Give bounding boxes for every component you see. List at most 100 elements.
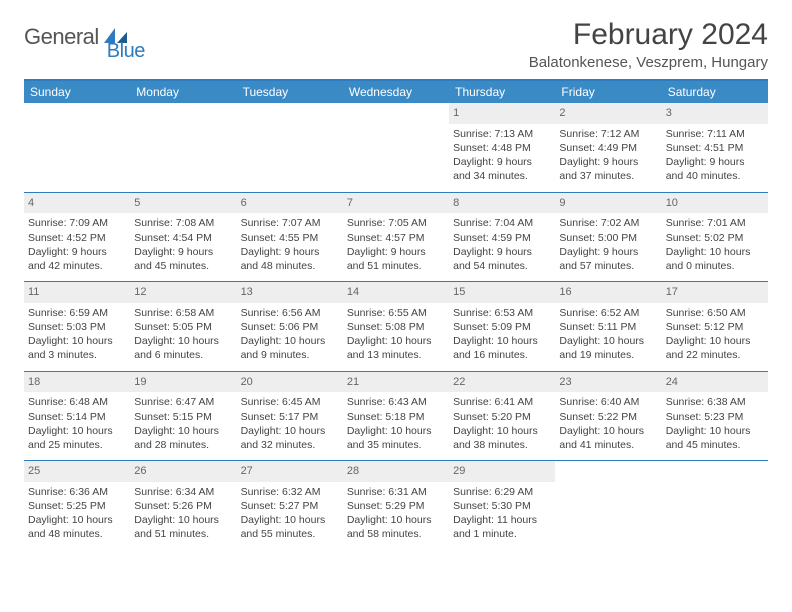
- daylight-line: Daylight: 10 hours: [453, 424, 551, 438]
- day-number: 19: [130, 372, 236, 393]
- calendar-day-cell: 9Sunrise: 7:02 AMSunset: 5:00 PMDaylight…: [555, 192, 661, 282]
- sunrise-line: Sunrise: 6:52 AM: [559, 306, 657, 320]
- day-number: 12: [130, 282, 236, 303]
- sunset-line: Sunset: 5:12 PM: [666, 320, 764, 334]
- day-number: 3: [662, 103, 768, 124]
- logo-word1: General: [24, 24, 99, 50]
- page-title: February 2024: [529, 18, 768, 52]
- sunrise-line: Sunrise: 6:45 AM: [241, 395, 339, 409]
- daylight-line: Daylight: 11 hours: [453, 513, 551, 527]
- daylight-line: Daylight: 10 hours: [241, 424, 339, 438]
- calendar-day-cell: 28Sunrise: 6:31 AMSunset: 5:29 PMDayligh…: [343, 461, 449, 550]
- sunset-line: Sunset: 5:22 PM: [559, 410, 657, 424]
- daylight-line: Daylight: 10 hours: [666, 424, 764, 438]
- calendar-day-cell: 7Sunrise: 7:05 AMSunset: 4:57 PMDaylight…: [343, 192, 449, 282]
- daylight-line: and 45 minutes.: [134, 259, 232, 273]
- day-details: Sunrise: 6:48 AMSunset: 5:14 PMDaylight:…: [28, 395, 126, 452]
- day-details: Sunrise: 6:56 AMSunset: 5:06 PMDaylight:…: [241, 306, 339, 363]
- daylight-line: and 22 minutes.: [666, 348, 764, 362]
- sunrise-line: Sunrise: 6:58 AM: [134, 306, 232, 320]
- day-details: Sunrise: 6:50 AMSunset: 5:12 PMDaylight:…: [666, 306, 764, 363]
- daylight-line: and 0 minutes.: [666, 259, 764, 273]
- sunrise-line: Sunrise: 6:34 AM: [134, 485, 232, 499]
- sunrise-line: Sunrise: 7:05 AM: [347, 216, 445, 230]
- weekday-header: Saturday: [662, 81, 768, 103]
- sunset-line: Sunset: 5:25 PM: [28, 499, 126, 513]
- day-details: Sunrise: 7:13 AMSunset: 4:48 PMDaylight:…: [453, 127, 551, 184]
- day-details: Sunrise: 7:05 AMSunset: 4:57 PMDaylight:…: [347, 216, 445, 273]
- day-details: Sunrise: 6:58 AMSunset: 5:05 PMDaylight:…: [134, 306, 232, 363]
- sunset-line: Sunset: 5:30 PM: [453, 499, 551, 513]
- daylight-line: Daylight: 10 hours: [134, 334, 232, 348]
- day-number: 23: [555, 372, 661, 393]
- calendar-day-cell: [130, 103, 236, 192]
- day-number: 28: [343, 461, 449, 482]
- sunrise-line: Sunrise: 6:31 AM: [347, 485, 445, 499]
- calendar-week-row: 1Sunrise: 7:13 AMSunset: 4:48 PMDaylight…: [24, 103, 768, 192]
- daylight-line: Daylight: 10 hours: [134, 424, 232, 438]
- sunrise-line: Sunrise: 6:32 AM: [241, 485, 339, 499]
- day-details: Sunrise: 7:09 AMSunset: 4:52 PMDaylight:…: [28, 216, 126, 273]
- sunrise-line: Sunrise: 7:11 AM: [666, 127, 764, 141]
- daylight-line: and 19 minutes.: [559, 348, 657, 362]
- weekday-header-row: Sunday Monday Tuesday Wednesday Thursday…: [24, 81, 768, 103]
- day-details: Sunrise: 6:59 AMSunset: 5:03 PMDaylight:…: [28, 306, 126, 363]
- daylight-line: Daylight: 9 hours: [241, 245, 339, 259]
- day-number: 27: [237, 461, 343, 482]
- daylight-line: and 45 minutes.: [666, 438, 764, 452]
- weekday-header: Sunday: [24, 81, 130, 103]
- sunset-line: Sunset: 5:29 PM: [347, 499, 445, 513]
- day-number: 10: [662, 193, 768, 214]
- calendar-day-cell: 29Sunrise: 6:29 AMSunset: 5:30 PMDayligh…: [449, 461, 555, 550]
- day-details: Sunrise: 7:02 AMSunset: 5:00 PMDaylight:…: [559, 216, 657, 273]
- daylight-line: Daylight: 10 hours: [28, 424, 126, 438]
- daylight-line: Daylight: 9 hours: [28, 245, 126, 259]
- day-details: Sunrise: 6:38 AMSunset: 5:23 PMDaylight:…: [666, 395, 764, 452]
- sunrise-line: Sunrise: 6:53 AM: [453, 306, 551, 320]
- daylight-line: Daylight: 10 hours: [453, 334, 551, 348]
- calendar-day-cell: 15Sunrise: 6:53 AMSunset: 5:09 PMDayligh…: [449, 282, 555, 372]
- sunset-line: Sunset: 5:18 PM: [347, 410, 445, 424]
- calendar-day-cell: 6Sunrise: 7:07 AMSunset: 4:55 PMDaylight…: [237, 192, 343, 282]
- sunset-line: Sunset: 5:15 PM: [134, 410, 232, 424]
- daylight-line: and 25 minutes.: [28, 438, 126, 452]
- day-number: 20: [237, 372, 343, 393]
- calendar-day-cell: 2Sunrise: 7:12 AMSunset: 4:49 PMDaylight…: [555, 103, 661, 192]
- sunrise-line: Sunrise: 7:09 AM: [28, 216, 126, 230]
- daylight-line: and 42 minutes.: [28, 259, 126, 273]
- daylight-line: Daylight: 10 hours: [559, 334, 657, 348]
- day-details: Sunrise: 7:04 AMSunset: 4:59 PMDaylight:…: [453, 216, 551, 273]
- sunrise-line: Sunrise: 6:50 AM: [666, 306, 764, 320]
- day-number: 13: [237, 282, 343, 303]
- day-number: 21: [343, 372, 449, 393]
- day-number: 24: [662, 372, 768, 393]
- daylight-line: and 41 minutes.: [559, 438, 657, 452]
- daylight-line: Daylight: 10 hours: [347, 424, 445, 438]
- daylight-line: and 37 minutes.: [559, 169, 657, 183]
- sunrise-line: Sunrise: 7:04 AM: [453, 216, 551, 230]
- day-details: Sunrise: 6:55 AMSunset: 5:08 PMDaylight:…: [347, 306, 445, 363]
- day-number: 29: [449, 461, 555, 482]
- calendar-day-cell: 10Sunrise: 7:01 AMSunset: 5:02 PMDayligh…: [662, 192, 768, 282]
- sunset-line: Sunset: 5:20 PM: [453, 410, 551, 424]
- sunset-line: Sunset: 5:23 PM: [666, 410, 764, 424]
- day-details: Sunrise: 6:53 AMSunset: 5:09 PMDaylight:…: [453, 306, 551, 363]
- daylight-line: and 35 minutes.: [347, 438, 445, 452]
- daylight-line: and 16 minutes.: [453, 348, 551, 362]
- day-details: Sunrise: 6:52 AMSunset: 5:11 PMDaylight:…: [559, 306, 657, 363]
- calendar-week-row: 18Sunrise: 6:48 AMSunset: 5:14 PMDayligh…: [24, 371, 768, 461]
- day-number: 22: [449, 372, 555, 393]
- sunrise-line: Sunrise: 6:36 AM: [28, 485, 126, 499]
- daylight-line: and 3 minutes.: [28, 348, 126, 362]
- calendar-day-cell: 17Sunrise: 6:50 AMSunset: 5:12 PMDayligh…: [662, 282, 768, 372]
- calendar-day-cell: [24, 103, 130, 192]
- daylight-line: Daylight: 9 hours: [666, 155, 764, 169]
- day-details: Sunrise: 7:07 AMSunset: 4:55 PMDaylight:…: [241, 216, 339, 273]
- daylight-line: Daylight: 10 hours: [559, 424, 657, 438]
- daylight-line: Daylight: 9 hours: [347, 245, 445, 259]
- weekday-header: Tuesday: [237, 81, 343, 103]
- sunset-line: Sunset: 4:59 PM: [453, 231, 551, 245]
- daylight-line: and 6 minutes.: [134, 348, 232, 362]
- calendar-day-cell: 14Sunrise: 6:55 AMSunset: 5:08 PMDayligh…: [343, 282, 449, 372]
- calendar-day-cell: [237, 103, 343, 192]
